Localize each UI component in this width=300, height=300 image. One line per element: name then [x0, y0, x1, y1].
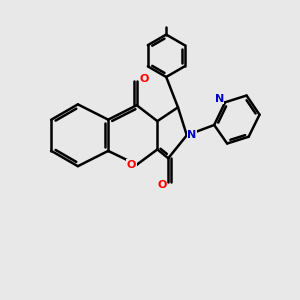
- Text: O: O: [127, 160, 136, 170]
- Text: O: O: [157, 180, 167, 190]
- Text: N: N: [214, 94, 224, 104]
- Text: N: N: [188, 130, 197, 140]
- Text: O: O: [140, 74, 149, 84]
